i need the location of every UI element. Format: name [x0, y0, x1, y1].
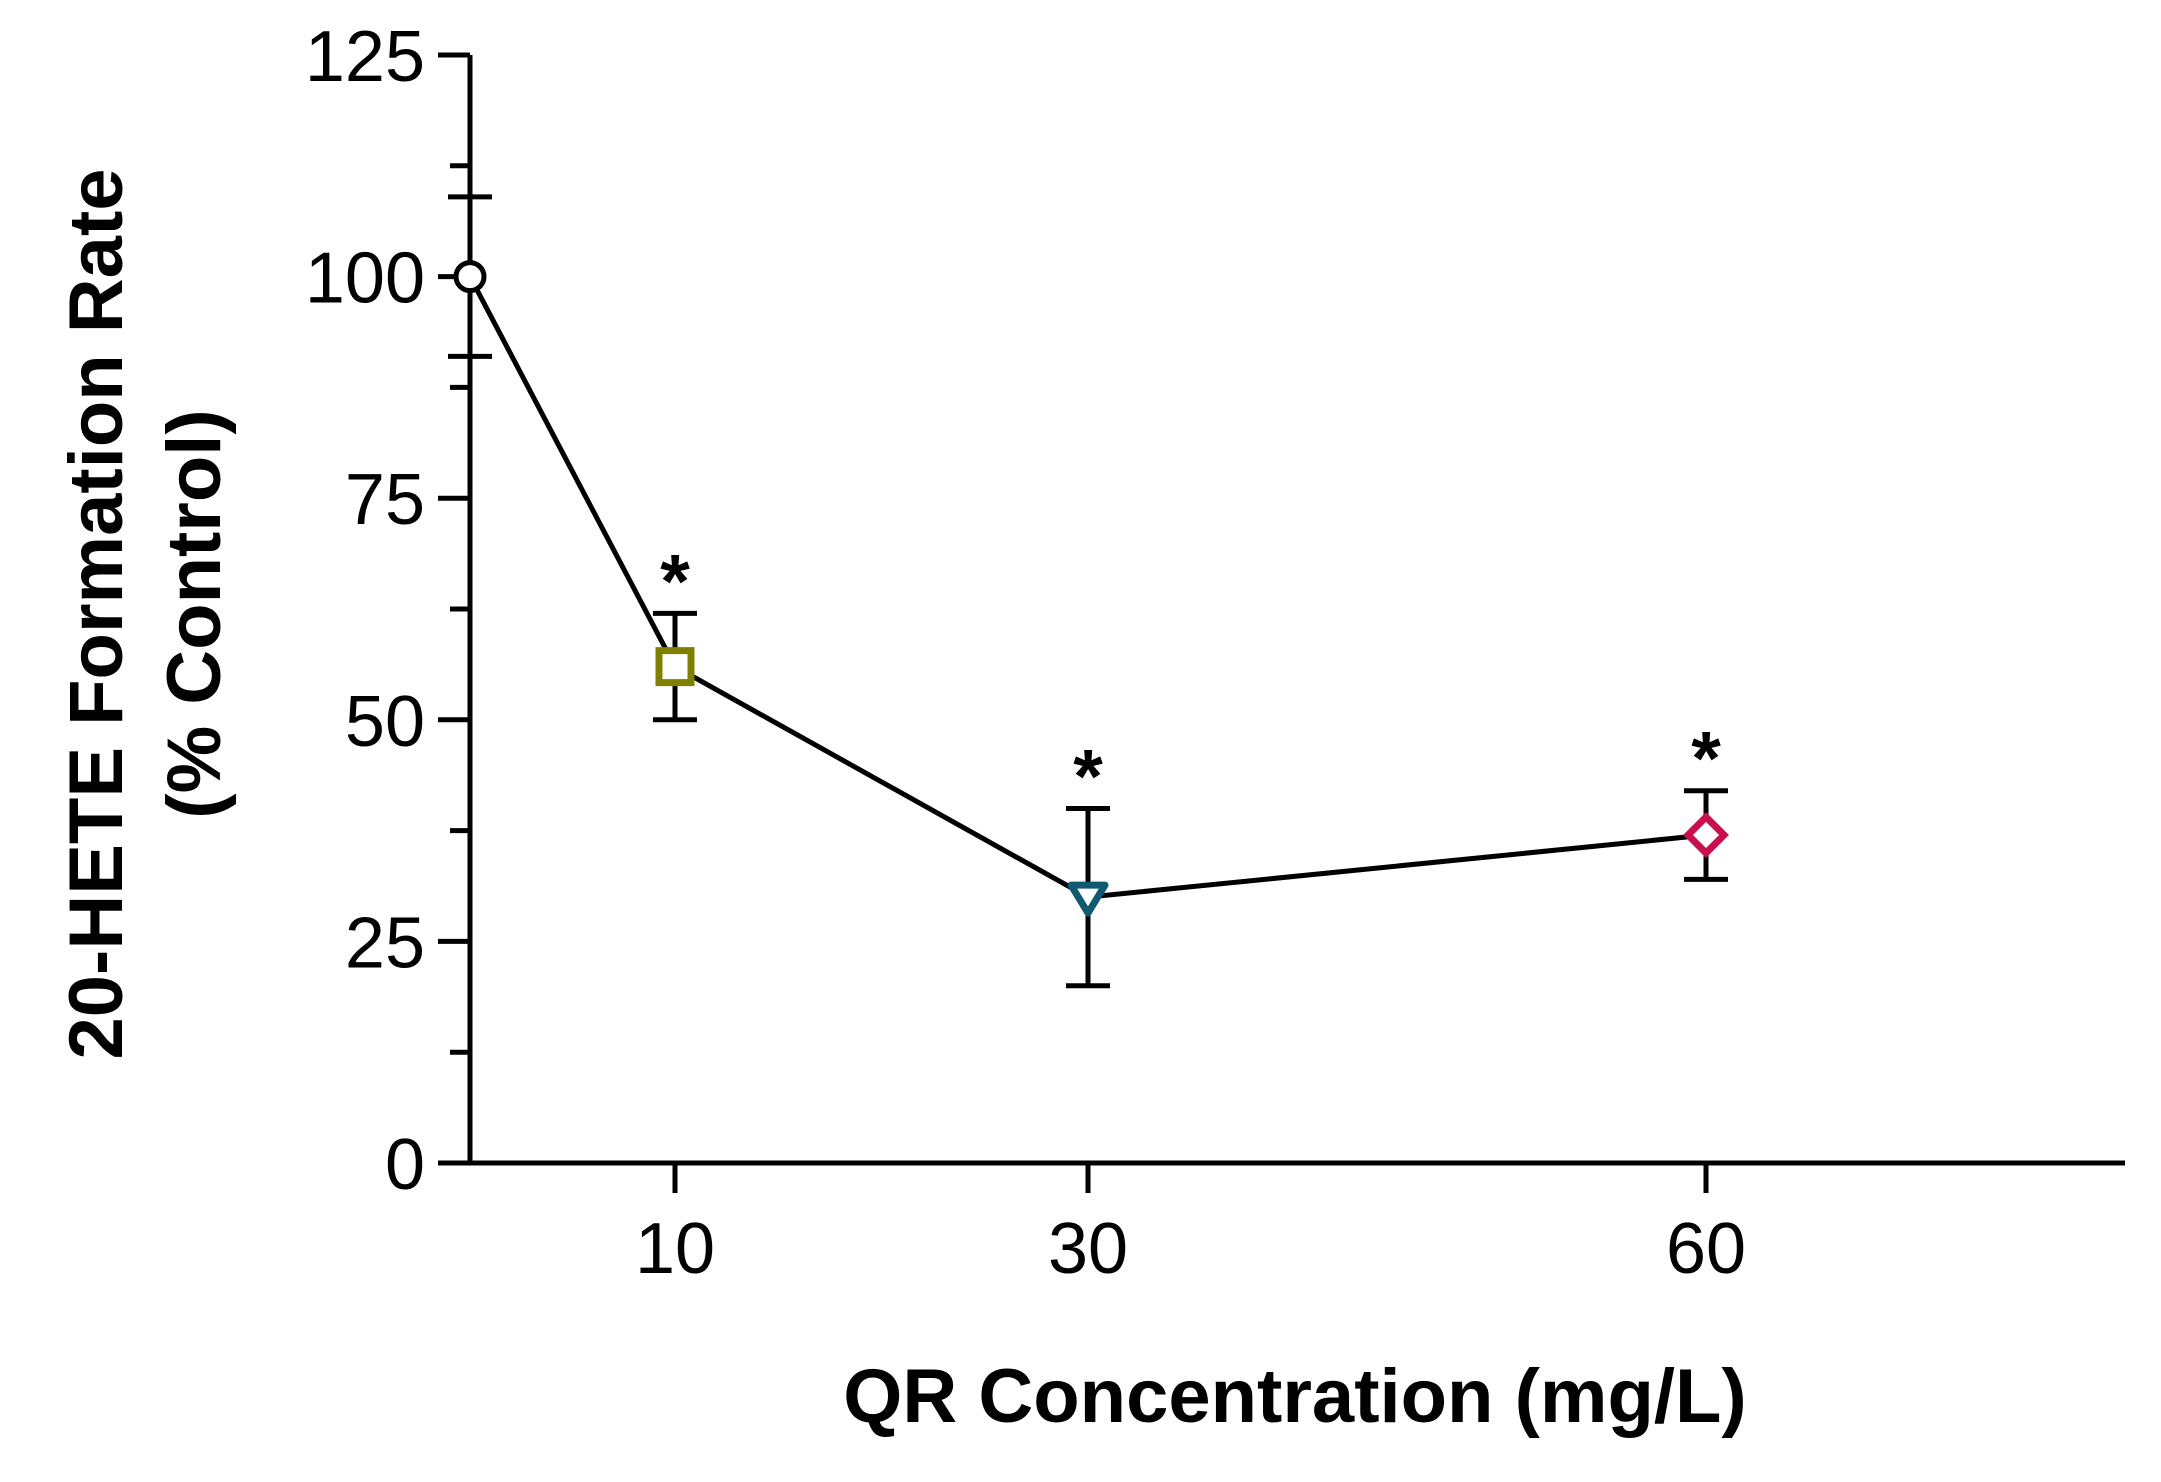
y-tick-label-125: 125	[305, 17, 425, 97]
point-marker-10	[655, 647, 695, 687]
y-tick-label-100: 100	[305, 239, 425, 319]
significance-star-60: *	[1691, 717, 1721, 802]
point-marker-0	[453, 260, 487, 294]
y-tick-label-0: 0	[385, 1125, 425, 1205]
point-marker-60	[1683, 812, 1729, 858]
x-tick-label-30: 30	[1048, 1209, 1128, 1289]
axes: 0 25 50 75 100 125 10 30 60	[305, 17, 2125, 1289]
significance-star-10: *	[660, 539, 690, 624]
series-line: * * *	[448, 194, 1729, 989]
significance-star-30: *	[1073, 734, 1103, 819]
series-polyline	[467, 275, 1707, 900]
y-tick-label-75: 75	[345, 460, 425, 540]
y-axis-title-line1: 20-HETE Formation Rate	[54, 168, 139, 1059]
y-tick-label-50: 50	[345, 682, 425, 762]
x-axis-title: QR Concentration (mg/L)	[843, 1354, 1747, 1439]
y-tick-label-25: 25	[345, 903, 425, 983]
y-axis-title-line2: (% Control)	[152, 409, 237, 818]
x-tick-label-10: 10	[635, 1209, 715, 1289]
x-tick-label-60: 60	[1666, 1209, 1746, 1289]
point-marker-30	[1067, 881, 1109, 917]
axis-labels: 20-HETE Formation Rate (% Control) QR Co…	[54, 168, 1747, 1439]
